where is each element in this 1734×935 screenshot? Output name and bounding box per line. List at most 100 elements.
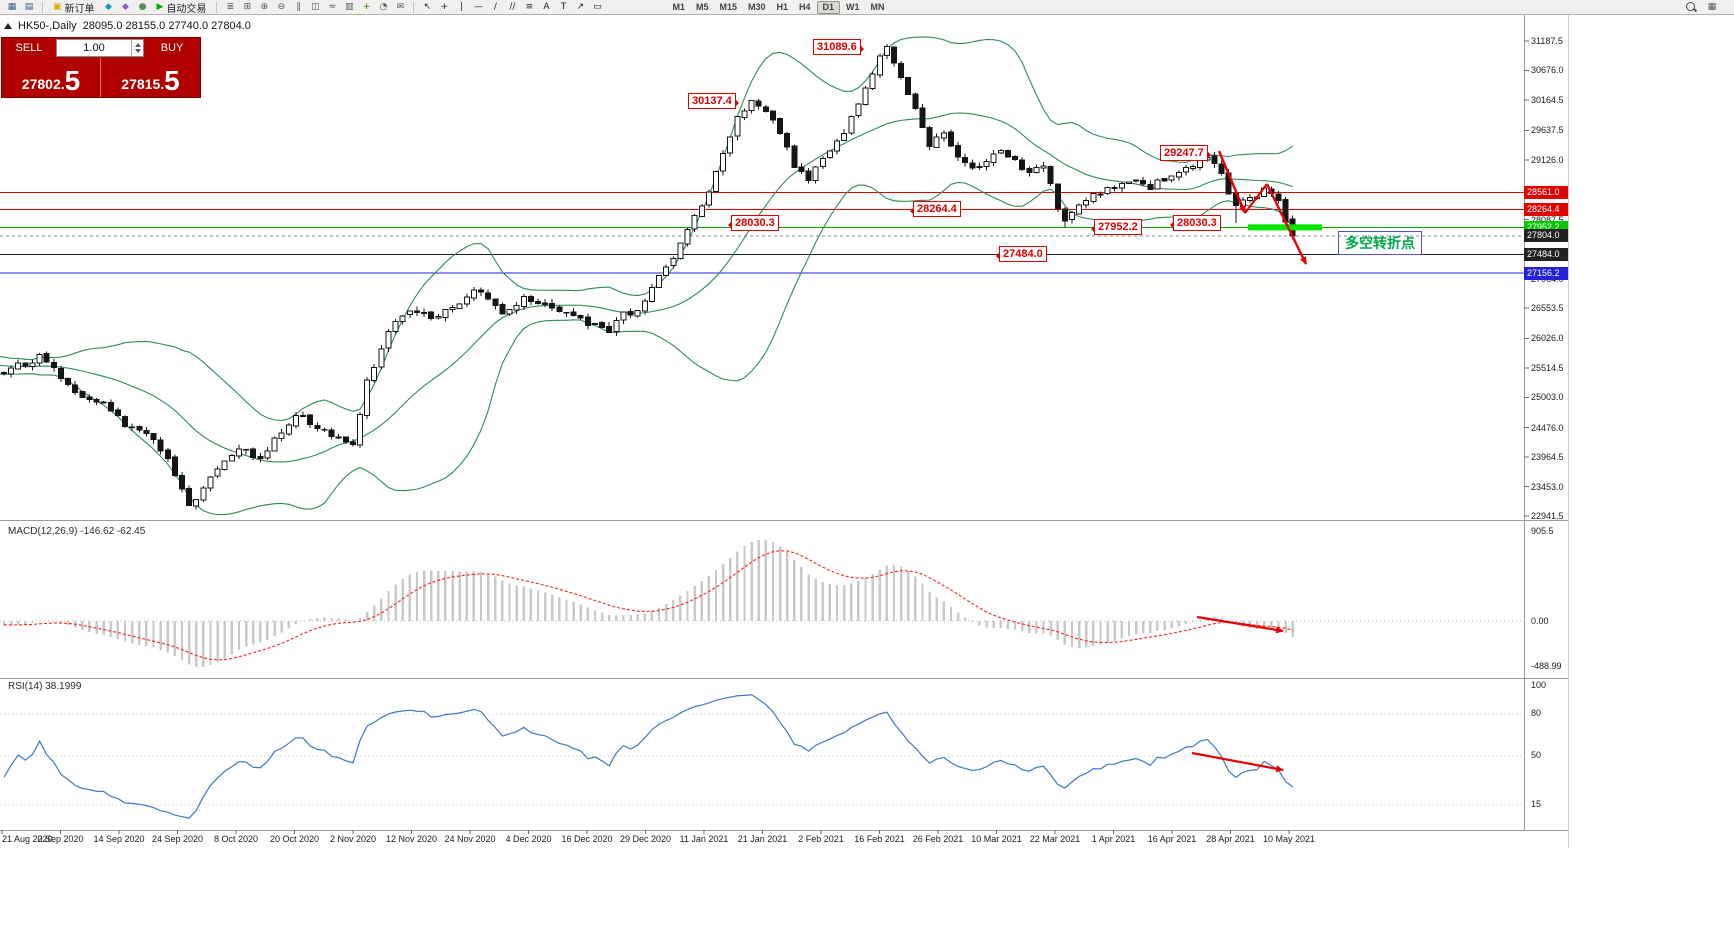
- spinner-up-icon[interactable]: [134, 40, 141, 47]
- trend-arrow[interactable]: [1265, 183, 1308, 265]
- candle-body: [485, 292, 492, 300]
- volume-value[interactable]: 1.00: [83, 42, 105, 54]
- candle-body: [421, 312, 428, 314]
- new-order-button[interactable]: ▣ 新订单: [48, 1, 100, 15]
- crosshair-icon[interactable]: +: [440, 1, 449, 12]
- candle-body: [919, 107, 926, 129]
- toolbar-spacer: [606, 7, 666, 8]
- candle-body: [1111, 186, 1118, 190]
- rsi-arrow[interactable]: [1191, 751, 1284, 773]
- text-icon[interactable]: A: [543, 1, 550, 12]
- candle-body: [627, 310, 634, 316]
- candle-body: [556, 306, 563, 312]
- data-window-icon[interactable]: ◆: [122, 1, 129, 12]
- candlestick-chart-icon[interactable]: ◫: [311, 1, 320, 12]
- new-chart-icon[interactable]: ▦: [7, 1, 17, 12]
- trendline-icon[interactable]: /: [493, 1, 497, 12]
- candle-body: [1054, 183, 1061, 210]
- candle-body: [577, 314, 584, 319]
- profiles-icon[interactable]: ▤: [24, 1, 34, 12]
- candle-body: [307, 414, 314, 425]
- candle-body: [677, 242, 684, 260]
- bar-chart-icon[interactable]: ∥: [296, 1, 301, 12]
- spinner-down-icon[interactable]: [134, 49, 141, 56]
- candle-body: [990, 153, 997, 163]
- candle-body: [1019, 159, 1026, 170]
- candle-body: [513, 305, 520, 311]
- channel-icon[interactable]: //: [509, 1, 516, 12]
- trend-connector: [1244, 183, 1268, 214]
- candle-body: [470, 289, 477, 299]
- candle-body: [755, 100, 762, 107]
- mail-icon[interactable]: ✉: [396, 1, 405, 12]
- sell-button[interactable]: 27802. 5: [2, 58, 101, 97]
- candle-body: [784, 132, 791, 148]
- timeframe-mn[interactable]: MN: [870, 1, 885, 12]
- buy-price: 27815.: [121, 76, 165, 92]
- search-icon[interactable]: [1685, 1, 1697, 13]
- period-clock-icon[interactable]: ◔: [379, 1, 388, 12]
- candle-body: [798, 166, 805, 172]
- line-chart-icon[interactable]: ≈: [328, 1, 337, 12]
- rsi-axis-50: 50: [1531, 750, 1542, 760]
- candle-body: [613, 320, 620, 332]
- candle-body: [157, 439, 164, 452]
- timeframe-m1[interactable]: M1: [672, 1, 685, 12]
- candle-body: [499, 303, 506, 315]
- buy-button[interactable]: 27815. 5: [101, 58, 200, 97]
- candle-body: [983, 161, 990, 167]
- horizontal-line-icon[interactable]: —: [473, 1, 483, 12]
- candle-body: [93, 399, 100, 403]
- add-indicator-icon[interactable]: +: [362, 1, 371, 12]
- shapes-icon[interactable]: ▭: [593, 1, 602, 12]
- timeframe-m15[interactable]: M15: [719, 1, 737, 12]
- tile-windows-icon[interactable]: ▥: [345, 1, 354, 12]
- timeframe-m5[interactable]: M5: [695, 1, 709, 12]
- candle-body: [1033, 166, 1040, 174]
- fibonacci-icon[interactable]: ≡: [525, 1, 534, 12]
- indicators-list-icon[interactable]: ≣: [226, 1, 235, 12]
- market-watch-icon[interactable]: ◆: [105, 1, 112, 12]
- vertical-line-icon[interactable]: |: [459, 1, 463, 12]
- candle-body: [727, 136, 734, 154]
- candle-body: [107, 401, 114, 412]
- objects-list-icon[interactable]: ⊞: [243, 1, 252, 12]
- candle-body: [200, 487, 207, 501]
- toolbar: ▦ ▤ ▣ 新订单 ◆ ◆ ● ▶ 自动交易 ≣ ⊞ ⊕ ⊖ ∥ ◫ ≈ ▥ + ◔ ✉ ↖ + | — ///≡ A T ↗ ▭ M1 M…: [0, 0, 1734, 15]
- volume-input[interactable]: 1.00: [56, 39, 144, 57]
- timeframe-d1[interactable]: D1: [816, 0, 841, 14]
- candle-body: [8, 367, 15, 375]
- sell-price-big-digit: 5: [64, 65, 81, 96]
- candle-body: [1218, 163, 1225, 175]
- candle-body: [150, 432, 157, 440]
- candle-body: [506, 309, 513, 315]
- chart-title: HK50-,Daily 28095.0 28155.0 27740.0 2780…: [4, 20, 251, 32]
- candle-body: [1097, 193, 1104, 196]
- arrow-tool-icon[interactable]: ↗: [576, 1, 585, 12]
- timeframe-h1[interactable]: H1: [776, 1, 789, 12]
- candle-body: [713, 170, 719, 192]
- candle-body: [819, 158, 826, 167]
- text-label-icon[interactable]: T: [560, 1, 567, 12]
- timeframe-h4[interactable]: H4: [799, 1, 811, 12]
- window-grid-icon[interactable]: ▦: [1707, 1, 1717, 12]
- cursor-icon[interactable]: ↖: [423, 1, 432, 12]
- candle-body: [891, 46, 897, 64]
- candle-body: [1040, 165, 1047, 169]
- macd-panel: [0, 540, 1524, 667]
- autotrading-button[interactable]: ▶ 自动交易: [152, 1, 212, 15]
- collapse-icon[interactable]: [4, 23, 12, 29]
- trend-arrow[interactable]: [1217, 150, 1247, 214]
- candle-body: [435, 316, 442, 319]
- timeframe-m30[interactable]: M30: [747, 1, 766, 12]
- zoom-out-icon[interactable]: ⊖: [277, 1, 286, 12]
- volume-spinner[interactable]: [131, 40, 143, 56]
- navigator-icon[interactable]: ●: [138, 1, 147, 12]
- candle-body: [314, 424, 321, 429]
- timeframe-w1[interactable]: W1: [846, 1, 860, 12]
- macd-arrow[interactable]: [1196, 615, 1284, 634]
- candle-body: [221, 460, 228, 471]
- candle-body: [912, 93, 919, 109]
- zoom-in-icon[interactable]: ⊕: [260, 1, 269, 12]
